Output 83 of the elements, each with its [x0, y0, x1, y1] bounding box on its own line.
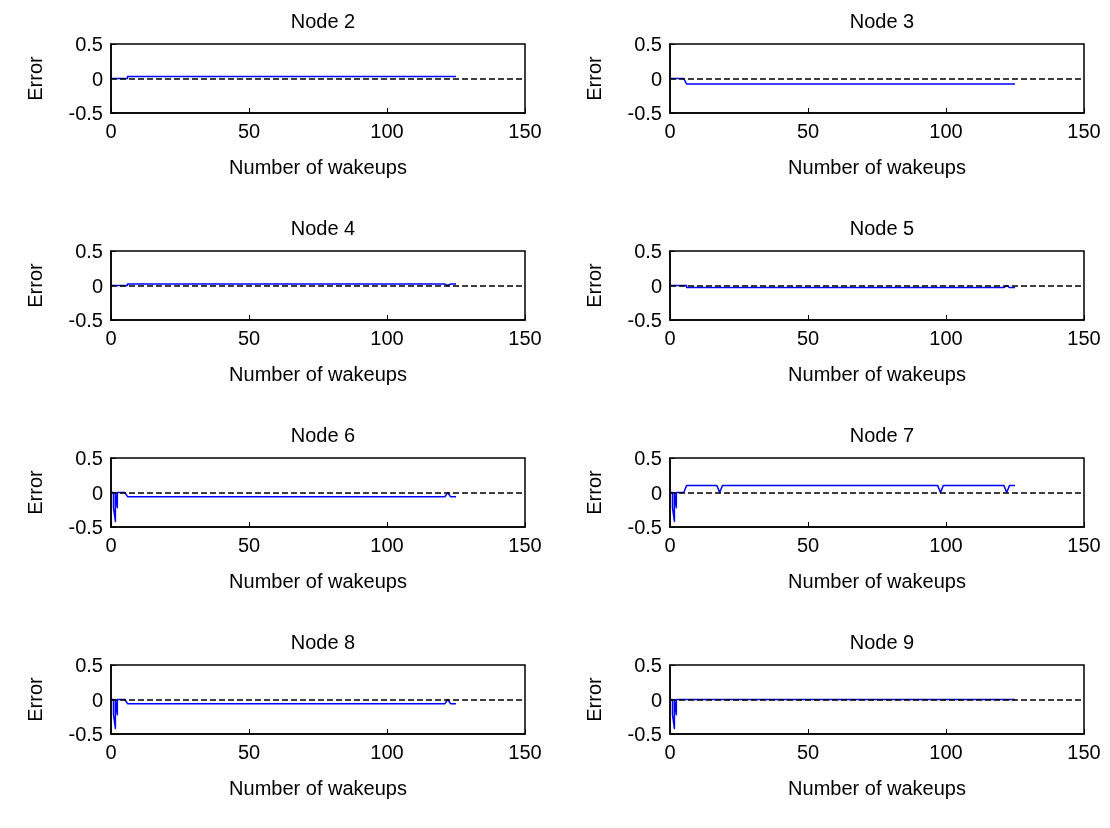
y-tick-label: -0.5: [627, 102, 662, 124]
y-tick-label: -0.5: [68, 516, 103, 538]
y-axis-title: Error: [24, 676, 46, 722]
x-tick-label: 50: [237, 741, 261, 763]
y-tick-label: 0: [91, 274, 103, 297]
x-tick-label: 0: [664, 120, 676, 142]
x-axis-title: Number of wakeups: [788, 777, 966, 799]
y-axis-title: Error: [24, 262, 46, 308]
chart-title: Node 4: [290, 217, 356, 239]
x-tick-label: 150: [1067, 327, 1101, 349]
x-tick-label: 150: [1067, 120, 1101, 142]
x-axis-title: Number of wakeups: [229, 777, 407, 799]
x-axis-title: Number of wakeups: [788, 363, 966, 385]
x-tick-label: 100: [370, 327, 404, 349]
x-tick-label: 0: [105, 120, 117, 142]
x-tick-label: 100: [929, 534, 963, 556]
y-tick-label: 0.5: [634, 447, 662, 469]
y-tick-label: 0: [650, 67, 662, 90]
x-tick-label: 50: [796, 534, 820, 556]
y-tick-label: -0.5: [68, 309, 103, 331]
y-axis-title: Error: [24, 55, 46, 101]
x-tick-label: 50: [796, 741, 820, 763]
x-axis-title: Number of wakeups: [229, 156, 407, 178]
x-tick-label: 50: [237, 534, 261, 556]
x-axis-title: Number of wakeups: [788, 156, 966, 178]
x-tick-label: 150: [508, 327, 542, 349]
x-tick-label: 150: [508, 741, 542, 763]
y-tick-label: -0.5: [627, 516, 662, 538]
x-tick-label: 150: [508, 120, 542, 142]
x-tick-label: 100: [929, 741, 963, 763]
y-tick-label: 0: [650, 481, 662, 504]
x-tick-label: 100: [370, 741, 404, 763]
y-axis-title: Error: [583, 469, 605, 515]
x-tick-label: 150: [1067, 534, 1101, 556]
x-tick-label: 0: [105, 534, 117, 556]
y-tick-label: 0.5: [75, 240, 103, 262]
y-tick-label: 0.5: [75, 447, 103, 469]
x-tick-label: 150: [1067, 741, 1101, 763]
y-tick-label: -0.5: [627, 309, 662, 331]
x-tick-label: 0: [105, 741, 117, 763]
x-tick-label: 100: [929, 120, 963, 142]
line-series: [669, 484, 1016, 523]
x-axis-title: Number of wakeups: [229, 363, 407, 385]
y-axis-title: Error: [24, 469, 46, 515]
y-tick-label: 0.5: [75, 33, 103, 55]
y-tick-label: -0.5: [68, 723, 103, 745]
chart-title: Node 7: [849, 424, 915, 446]
y-tick-label: 0.5: [75, 654, 103, 676]
y-axis-title: Error: [583, 55, 605, 101]
x-tick-label: 100: [370, 120, 404, 142]
chart-title: Node 8: [290, 631, 356, 653]
y-axis-title: Error: [583, 262, 605, 308]
x-axis-title: Number of wakeups: [788, 570, 966, 592]
chart-title: Node 6: [290, 424, 356, 446]
y-tick-label: 0: [650, 274, 662, 297]
y-tick-label: -0.5: [68, 102, 103, 124]
x-tick-label: 0: [105, 327, 117, 349]
line-series: [110, 491, 457, 523]
y-tick-label: 0: [650, 688, 662, 711]
y-tick-label: 0.5: [634, 240, 662, 262]
x-tick-label: 100: [370, 534, 404, 556]
y-tick-label: 0: [91, 481, 103, 504]
chart-title: Node 9: [849, 631, 915, 653]
x-tick-label: 50: [237, 327, 261, 349]
x-tick-label: 0: [664, 741, 676, 763]
x-tick-label: 0: [664, 534, 676, 556]
x-tick-label: 150: [508, 534, 542, 556]
x-tick-label: 0: [664, 327, 676, 349]
line-series: [110, 698, 457, 730]
x-tick-label: 50: [237, 120, 261, 142]
y-tick-label: 0: [91, 67, 103, 90]
y-axis-title: Error: [583, 676, 605, 722]
chart-title: Node 2: [290, 10, 356, 32]
x-tick-label: 50: [796, 120, 820, 142]
y-tick-label: -0.5: [627, 723, 662, 745]
y-tick-label: 0: [91, 688, 103, 711]
x-axis-title: Number of wakeups: [229, 570, 407, 592]
x-tick-label: 50: [796, 327, 820, 349]
chart-title: Node 5: [849, 217, 915, 239]
chart-title: Node 3: [849, 10, 915, 32]
x-tick-label: 100: [929, 327, 963, 349]
y-tick-label: 0.5: [634, 654, 662, 676]
y-tick-label: 0.5: [634, 33, 662, 55]
